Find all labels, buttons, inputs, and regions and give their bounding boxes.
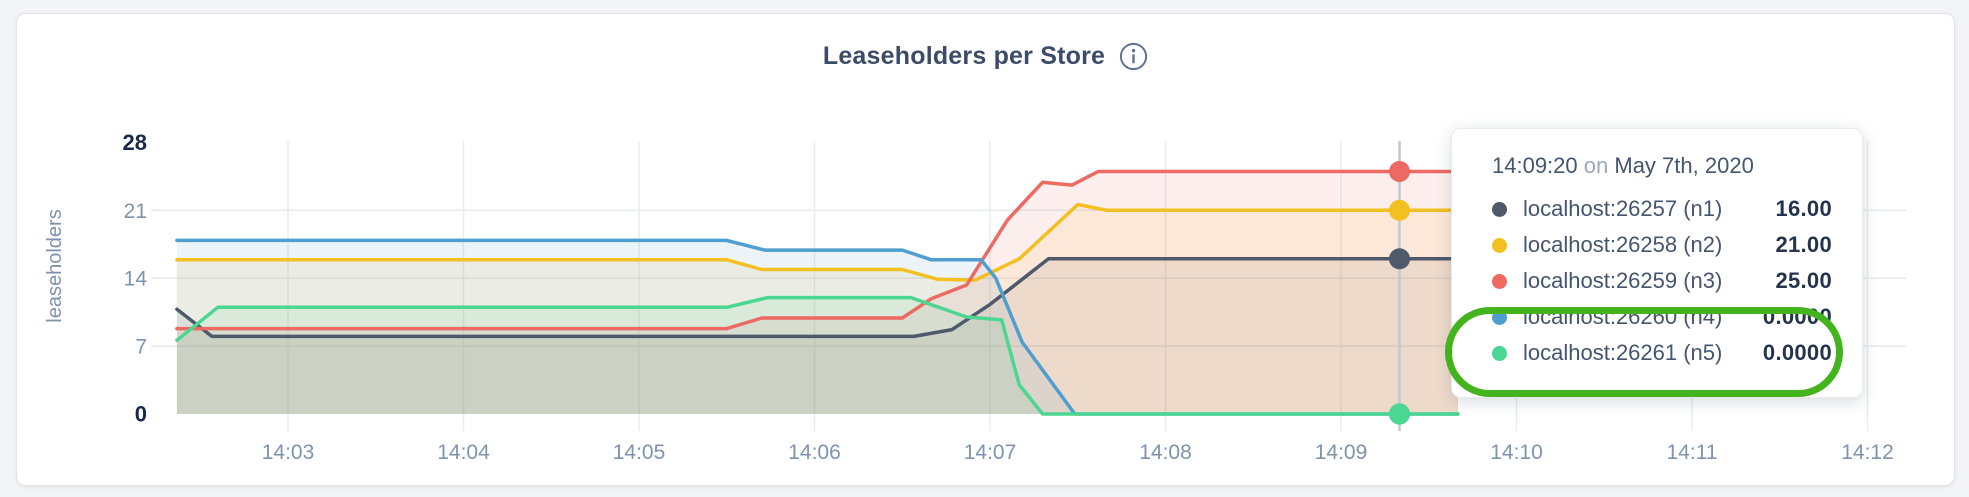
tooltip-series-row: localhost:26260 (n4) 0.0000 [1492,299,1832,335]
x-tick-label: 14:10 [1490,441,1543,464]
series-line-n1 [175,257,1460,339]
series-dot-icon [1492,309,1507,325]
y-tick-label: 14 [124,268,148,291]
leaseholders-chart[interactable]: 28 21 14 7 0 14:03 14:04 14:05 14:06 14:07 14:08 14… [17,14,1954,485]
x-tick-label: 14:11 [1667,441,1718,464]
series-label: localhost:26257 (n1) [1523,196,1723,221]
hover-dot-n3 [1389,161,1410,182]
series-label: localhost:26260 (n4) [1523,304,1723,329]
series-line-n5 [175,295,1460,416]
y-tick-label: 28 [123,130,147,155]
series-value: 21.00 [1775,232,1832,257]
series-dot-icon [1492,237,1507,253]
area-fill-n4 [176,240,1458,414]
series-value: 0.0000 [1762,304,1832,329]
area-fill-n5 [176,297,1458,414]
chart-title: Leaseholders per Store [822,42,1106,70]
series-line-n2 [175,202,1460,282]
series-dot-icon [1492,345,1507,361]
tooltip-conjunction: on [1583,153,1609,178]
series-label: localhost:26261 (n5) [1523,340,1723,365]
series-line-n3 [175,169,1460,331]
x-tick-label: 14:03 [262,441,315,464]
x-tick-label: 14:09 [1315,441,1368,464]
x-tick-label: 14:12 [1841,441,1894,464]
x-tick-label: 14:05 [613,441,666,464]
series-line-n4 [175,238,1460,416]
series-dot-icon [1492,201,1507,217]
hover-tooltip: 14:09:20 on May 7th, 2020 localhost:2625… [1451,128,1863,398]
y-tick-label: 21 [124,200,147,223]
hover-dot-n2 [1389,199,1410,221]
y-tick-label: 0 [135,402,147,427]
series-label: localhost:26258 (n2) [1523,232,1723,257]
tooltip-series-row: localhost:26259 (n3) 25.00 [1492,263,1832,299]
tooltip-rows: localhost:26257 (n1) 16.00 localhost:26258… [1492,191,1832,371]
hover-dot-n1 [1389,248,1410,270]
x-tick-label: 14:07 [964,441,1017,464]
tooltip-date: May 7th, 2020 [1614,153,1754,178]
series-value: 0.0000 [1762,340,1832,365]
tooltip-series-row: localhost:26258 (n2) 21.00 [1492,227,1832,263]
chart-card: 28 21 14 7 0 14:03 14:04 14:05 14:06 14:07 14:08 14… [16,13,1955,486]
tooltip-series-row: localhost:26261 (n5) 0.0000 [1492,335,1832,371]
chart-header: Leaseholders per Store [17,42,1954,71]
x-tick-label: 14:04 [437,441,490,464]
series-value: 25.00 [1775,268,1832,293]
tooltip-series-row: localhost:26257 (n1) 16.00 [1492,191,1832,227]
series-dot-icon [1492,273,1507,289]
y-axis-label: leaseholders [44,209,66,322]
tooltip-timestamp: 14:09:20 on May 7th, 2020 [1492,153,1832,179]
info-icon[interactable] [1119,42,1148,71]
series-label: localhost:26259 (n3) [1523,268,1723,293]
area-fill-n3 [176,171,1458,414]
tooltip-time: 14:09:20 [1492,153,1578,178]
area-fill-n2 [176,204,1458,414]
x-tick-label: 14:08 [1139,441,1192,464]
x-tick-label: 14:06 [788,441,841,464]
y-tick-label: 7 [135,336,147,359]
hover-dot-n5 [1389,403,1410,425]
series-value: 16.00 [1775,196,1832,221]
